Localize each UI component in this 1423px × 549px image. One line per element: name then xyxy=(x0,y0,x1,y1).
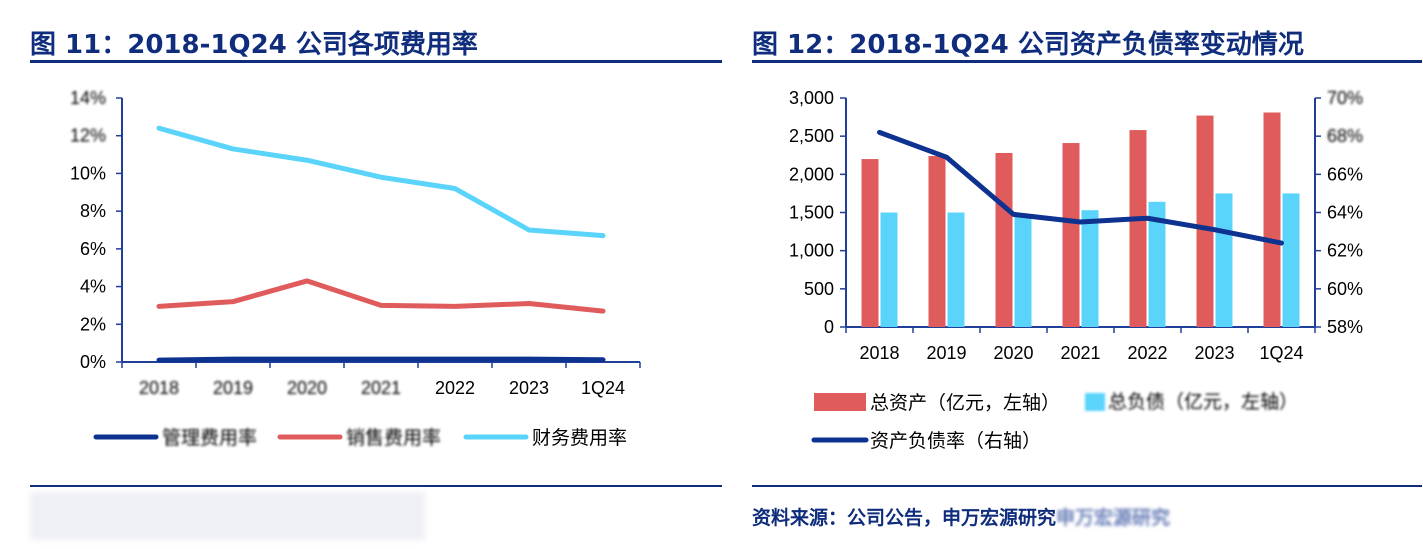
figure-11-bottom-rule xyxy=(30,485,722,487)
source-label: 资料来源：公司公告，申万宏源研究 xyxy=(752,507,1057,529)
legend-label-debt-ratio: 资产负债率（右轴） xyxy=(870,430,1041,452)
legend-swatch-total-liabilities xyxy=(1085,393,1105,411)
legend-swatch-total-assets xyxy=(814,393,866,411)
x-tick-label: 2023 xyxy=(1194,343,1234,363)
source-note: 资料来源：公司公告，申万宏源研究申万宏源研究 xyxy=(752,503,1170,530)
bar-total-liabilities xyxy=(947,212,965,327)
x-tick-label: 2022 xyxy=(1127,343,1167,363)
x-tick-label: 1Q24 xyxy=(1259,343,1303,363)
series-line xyxy=(156,278,606,314)
legend-label: 管理费用率 xyxy=(162,427,257,449)
x-tick-label: 1Q24 xyxy=(581,378,625,398)
figure-11-title-rule xyxy=(30,60,722,63)
legend-label-total-liabilities: 总负债（亿元，左轴） xyxy=(1108,391,1298,413)
legend-label-total-assets: 总资产（亿元，左轴） xyxy=(870,392,1060,414)
left-y-tick-label: 3,000 xyxy=(789,88,834,108)
blurred-footer-area xyxy=(30,492,425,540)
x-tick-label: 2020 xyxy=(993,343,1033,363)
expense-ratio-line-chart: 0% 2% 4% 6% 8% 10% 12% 14% 2018 2019 2020 2021 2022 2… xyxy=(70,88,641,449)
left-y-tick-label: 2,000 xyxy=(789,164,834,184)
x-tick-label: 2019 xyxy=(926,343,966,363)
right-y-tick-label: 64% xyxy=(1327,203,1363,223)
right-y-tick-label: 70% xyxy=(1327,88,1363,108)
x-tick-label: 2021 xyxy=(1060,343,1100,363)
bar-total-liabilities xyxy=(880,212,898,327)
figure-11-title: 图 11：2018-1Q24 公司各项费用率 xyxy=(30,30,478,60)
y-tick-label: 2% xyxy=(80,314,106,334)
figure-12-title: 图 12：2018-1Q24 公司资产负债率变动情况 xyxy=(752,30,1304,60)
asset-liability-combo-chart: 0 500 1,000 1,500 2,000 2,500 3,000 58% 60% 62% 64… xyxy=(789,88,1363,452)
left-y-tick-label: 0 xyxy=(824,317,834,337)
right-y-tick-label: 60% xyxy=(1327,279,1363,299)
legend-label: 销售费用率 xyxy=(346,427,441,449)
bar-total-assets xyxy=(1129,130,1147,327)
y-tick-label: 12% xyxy=(70,126,106,146)
legend-label: 财务费用率 xyxy=(532,427,627,449)
bar-total-liabilities xyxy=(1215,193,1233,327)
x-tick-label: 2020 xyxy=(287,378,327,398)
left-y-tick-label: 1,000 xyxy=(789,241,834,261)
figure-12-bottom-rule xyxy=(752,485,1422,487)
left-y-tick-label: 1,500 xyxy=(789,203,834,223)
left-y-tick-label: 2,500 xyxy=(789,126,834,146)
figure-12-title-rule xyxy=(752,60,1422,63)
bar-total-liabilities xyxy=(1148,201,1166,327)
bar-total-assets xyxy=(995,152,1013,327)
right-y-tick-label: 58% xyxy=(1327,317,1363,337)
x-tick-label: 2023 xyxy=(509,378,549,398)
bar-total-assets xyxy=(1062,143,1080,327)
bar-total-assets xyxy=(861,159,879,327)
series-line xyxy=(156,125,606,239)
bar-total-assets xyxy=(928,156,946,327)
right-y-tick-label: 68% xyxy=(1327,126,1363,146)
x-tick-label: 2019 xyxy=(213,378,253,398)
y-tick-label: 8% xyxy=(80,201,106,221)
x-tick-label: 2022 xyxy=(435,378,475,398)
y-tick-label: 0% xyxy=(80,352,106,372)
bar-total-liabilities xyxy=(1282,193,1300,327)
bar-total-liabilities xyxy=(1014,214,1032,327)
right-y-tick-label: 62% xyxy=(1327,241,1363,261)
x-tick-label: 2018 xyxy=(859,343,899,363)
x-tick-label: 2021 xyxy=(361,378,401,398)
right-y-tick-label: 66% xyxy=(1327,164,1363,184)
bar-total-assets xyxy=(1263,112,1281,328)
bar-total-liabilities xyxy=(1081,210,1099,327)
series-line xyxy=(156,356,606,363)
bar-total-assets xyxy=(1196,115,1214,327)
source-blurred-tail: 申万宏源研究 xyxy=(1056,507,1171,529)
left-y-tick-label: 500 xyxy=(804,279,834,299)
x-tick-label: 2018 xyxy=(139,378,179,398)
y-tick-label: 4% xyxy=(80,277,106,297)
y-tick-label: 10% xyxy=(70,163,106,183)
y-tick-label: 14% xyxy=(70,88,106,108)
y-tick-label: 6% xyxy=(80,239,106,259)
